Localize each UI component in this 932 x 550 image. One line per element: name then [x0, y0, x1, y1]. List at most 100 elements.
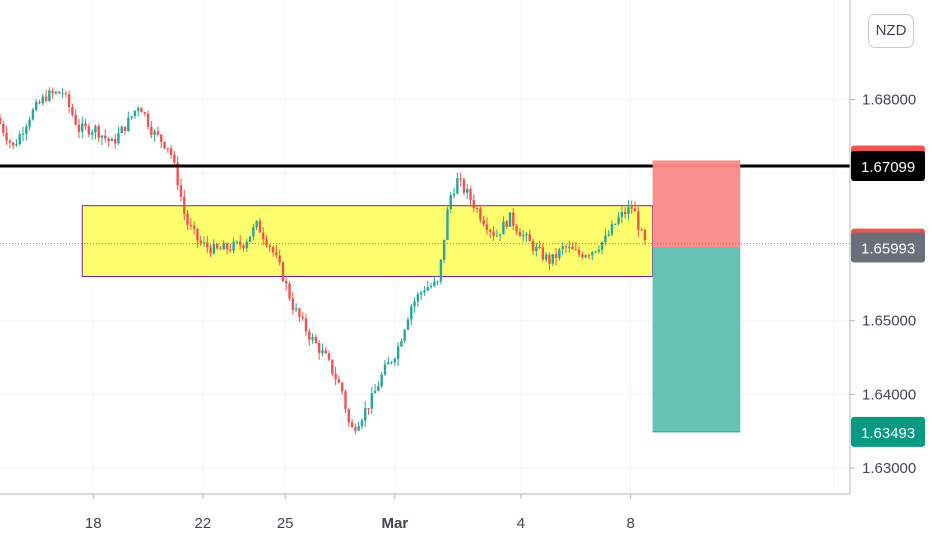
candle-body	[64, 93, 68, 95]
candle-body	[143, 112, 146, 114]
candle-body	[153, 131, 156, 135]
candle-body	[232, 241, 235, 251]
candle-body	[18, 134, 21, 145]
candle-body	[469, 189, 472, 200]
time-tick-label: 25	[277, 515, 294, 532]
candle-body	[393, 358, 397, 363]
candle-body	[160, 134, 163, 142]
candle-body	[179, 185, 183, 197]
candle-body	[81, 123, 84, 132]
candle-body	[505, 221, 508, 227]
candle-body	[367, 408, 370, 410]
candle-body	[176, 162, 179, 186]
candle-body	[212, 243, 216, 254]
candle-body	[163, 141, 166, 148]
candle-body	[551, 254, 554, 264]
candle-body	[472, 199, 476, 209]
candle-body	[28, 119, 31, 127]
time-tick-label: 22	[195, 515, 212, 532]
candle-body	[5, 132, 8, 141]
candle-body	[245, 241, 248, 249]
candle-body	[347, 409, 350, 423]
candle-body	[436, 281, 439, 283]
candle-body	[492, 231, 495, 237]
candle-body	[485, 224, 489, 230]
candle-body	[327, 353, 331, 360]
candle-body	[564, 246, 568, 248]
candle-body	[104, 135, 107, 139]
candle-body	[38, 102, 41, 104]
candle-body	[587, 255, 591, 257]
time-axis-ticks: 18 22 25 Mar 4 8	[85, 494, 635, 532]
candle-body	[380, 374, 383, 387]
candle-body	[360, 420, 364, 427]
candle-body	[413, 301, 416, 307]
candle-body	[370, 393, 374, 409]
candle-body	[130, 116, 133, 118]
candle-body	[308, 331, 311, 340]
candle-body	[617, 216, 620, 224]
candle-body	[150, 126, 153, 135]
candle-body	[568, 246, 571, 248]
candle-body	[146, 113, 150, 127]
candle-body	[321, 350, 324, 353]
candle-body	[90, 132, 94, 135]
candle-body	[156, 131, 160, 135]
price-tag-label: 1.67099	[861, 159, 915, 176]
candle-body	[344, 391, 347, 410]
candle-body	[597, 249, 601, 252]
candle-body	[275, 252, 278, 256]
time-tick-label: 4	[517, 515, 525, 532]
candle-body	[594, 251, 597, 253]
candle-body	[21, 133, 25, 135]
price-tick-label: 1.64000	[862, 386, 916, 403]
candle-body	[2, 123, 5, 133]
candle-body	[229, 249, 232, 251]
stop-loss-zone	[652, 160, 741, 247]
candle-body	[140, 108, 143, 113]
candle-body	[390, 362, 393, 364]
candle-body	[387, 362, 390, 365]
candle-body	[173, 154, 176, 163]
candle-body	[84, 123, 87, 127]
candle-body	[419, 292, 423, 295]
candle-body	[41, 96, 44, 104]
candle-body	[558, 249, 561, 259]
currency-badge[interactable]: NZD	[868, 14, 914, 48]
candle-body	[67, 94, 71, 107]
candle-body	[11, 142, 15, 146]
candle-body	[640, 229, 643, 231]
candle-body	[548, 254, 551, 264]
candle-body	[554, 254, 558, 259]
candle-body	[528, 234, 531, 242]
candle-body	[169, 148, 173, 155]
candle-body	[334, 373, 337, 380]
candle-body	[133, 110, 137, 117]
candle-body	[51, 90, 54, 94]
candle-body	[456, 178, 459, 194]
candle-body	[410, 306, 413, 320]
candle-body	[610, 224, 614, 235]
price-tag	[851, 150, 925, 181]
candle-body	[258, 220, 262, 233]
candle-body	[521, 235, 525, 237]
candle-body	[442, 239, 446, 260]
candle-body	[324, 350, 327, 354]
candle-body	[311, 337, 314, 340]
candle-body	[136, 108, 140, 111]
candle-body	[288, 283, 291, 299]
candle-body	[561, 246, 564, 250]
candle-body	[0, 117, 2, 124]
candle-body	[331, 359, 334, 374]
candle-body	[373, 390, 377, 394]
candle-body	[426, 287, 429, 291]
candle-body	[97, 126, 100, 138]
candle-body	[110, 139, 114, 142]
take-profit-zone	[652, 247, 741, 432]
candle-body	[71, 106, 74, 115]
candle-body	[34, 102, 38, 110]
price-tick-label: 1.63000	[862, 460, 916, 477]
candle-body	[357, 426, 360, 431]
candle-body	[209, 247, 212, 254]
